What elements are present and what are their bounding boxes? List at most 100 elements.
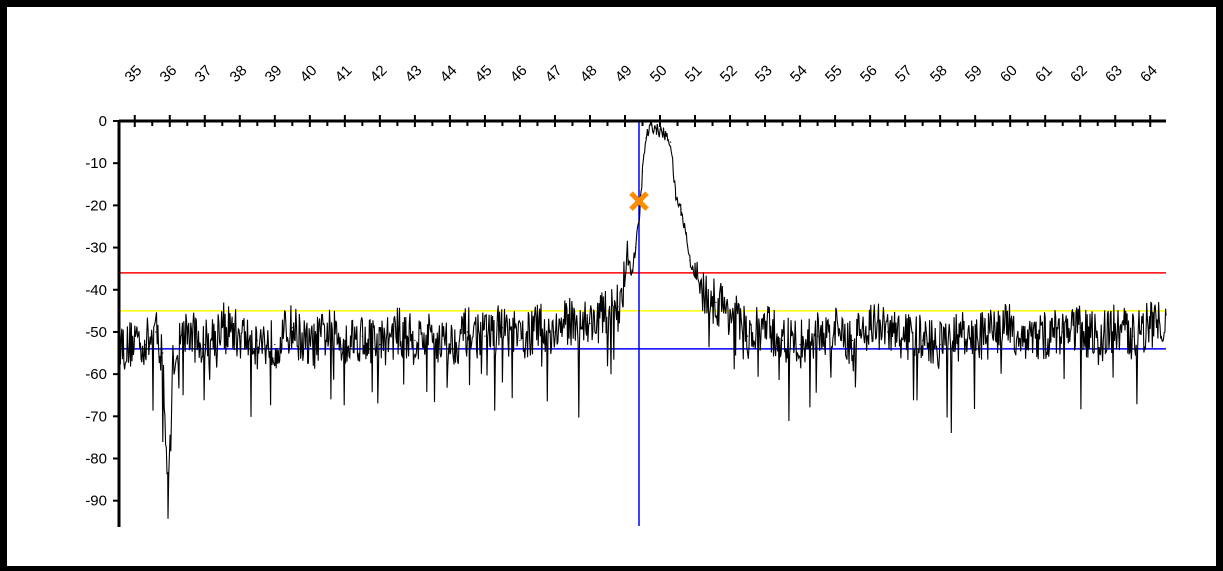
data-point [834, 331, 836, 333]
x-tick-label: 42 [367, 62, 391, 86]
x-tick-label: 61 [1032, 62, 1056, 86]
x-tick-label: 44 [437, 62, 461, 86]
data-point [669, 141, 672, 143]
y-tick-label: 0 [99, 113, 107, 130]
y-tick-label: -80 [85, 451, 107, 468]
data-point [309, 348, 311, 350]
data-point [603, 314, 605, 316]
y-tick-label: -40 [85, 282, 107, 299]
x-tick-label: 35 [122, 62, 146, 86]
data-point [715, 301, 717, 304]
data-point [904, 335, 906, 337]
data-point [519, 339, 521, 341]
data-point [746, 335, 749, 337]
data-point [274, 343, 276, 346]
data-point [466, 331, 469, 333]
x-tick-label: 64 [1137, 62, 1161, 86]
y-tick-label: -90 [85, 493, 107, 510]
data-point [134, 335, 136, 337]
data-point [431, 335, 433, 337]
data-point [869, 322, 871, 325]
x-tick-label: 59 [962, 62, 986, 86]
data-point [1079, 327, 1081, 329]
data-point [641, 171, 644, 173]
data-point [1027, 339, 1029, 341]
data-point [887, 331, 889, 333]
x-tick-label: 39 [262, 62, 286, 86]
data-point [291, 327, 293, 329]
data-point [816, 335, 819, 337]
data-point [694, 272, 696, 274]
peak-marker-stroke [629, 191, 649, 211]
data-point [638, 221, 640, 223]
data-point [655, 128, 658, 131]
data-point [1062, 331, 1064, 333]
data-point [645, 137, 647, 139]
data-point [162, 352, 164, 354]
x-tick-label: 53 [752, 62, 776, 86]
data-point [571, 318, 574, 320]
x-tick-label: 41 [332, 62, 356, 86]
data-point [689, 259, 691, 261]
data-point [501, 327, 504, 329]
data-point [172, 356, 174, 358]
data-point [127, 348, 129, 350]
data-point [1149, 322, 1151, 325]
x-tick-label: 51 [682, 62, 706, 86]
y-tick-label: -60 [85, 366, 107, 383]
x-tick-label: 49 [612, 62, 636, 86]
data-point [974, 339, 976, 341]
data-point [680, 208, 682, 211]
data-point [650, 124, 652, 126]
data-point [992, 331, 994, 333]
data-point [764, 327, 766, 329]
x-tick-label: 43 [402, 62, 426, 86]
data-point [617, 306, 619, 308]
data-point [675, 196, 677, 198]
x-tick-label: 63 [1102, 62, 1126, 86]
data-point [622, 289, 624, 291]
x-tick-label: 48 [577, 62, 601, 86]
data-point [1132, 335, 1134, 337]
y-tick-label: -50 [85, 324, 107, 341]
data-point [204, 343, 206, 346]
data-point [554, 331, 556, 333]
x-tick-label: 46 [507, 62, 531, 86]
data-point [781, 339, 784, 341]
data-point [361, 335, 363, 337]
data-point [167, 504, 169, 506]
data-point [634, 246, 637, 249]
data-point [662, 133, 665, 135]
x-tick-label: 38 [227, 62, 251, 86]
data-point [536, 327, 539, 329]
data-point [326, 331, 328, 333]
data-point [379, 343, 381, 346]
x-tick-label: 52 [717, 62, 741, 86]
x-tick-label: 56 [857, 62, 881, 86]
data-point [627, 259, 630, 261]
data-point [256, 339, 258, 341]
data-point [221, 322, 223, 325]
marker-layer [629, 191, 649, 211]
x-tick-label: 45 [472, 62, 496, 86]
data-point [449, 343, 451, 346]
x-tick-label: 40 [297, 62, 321, 86]
data-point [1114, 327, 1116, 329]
x-tick-label: 62 [1067, 62, 1091, 86]
data-point [155, 331, 157, 333]
data-point [414, 339, 416, 341]
x-tick-label: 37 [192, 62, 216, 86]
x-tick-label: 47 [542, 62, 566, 86]
data-point [1097, 339, 1099, 341]
x-tick-label: 54 [787, 62, 811, 86]
data-point [344, 339, 346, 341]
data-point [1009, 327, 1011, 329]
data-point [799, 343, 801, 346]
x-tick-label: 36 [157, 62, 181, 86]
peak-marker [629, 191, 649, 211]
axes-layer: 0 -10 -20 -30 -40 -50 -60 -70 -80 -90 35 36 37 38 39 40… [85, 62, 1166, 527]
data-point [396, 331, 398, 333]
x-tick-label: 60 [997, 62, 1021, 86]
